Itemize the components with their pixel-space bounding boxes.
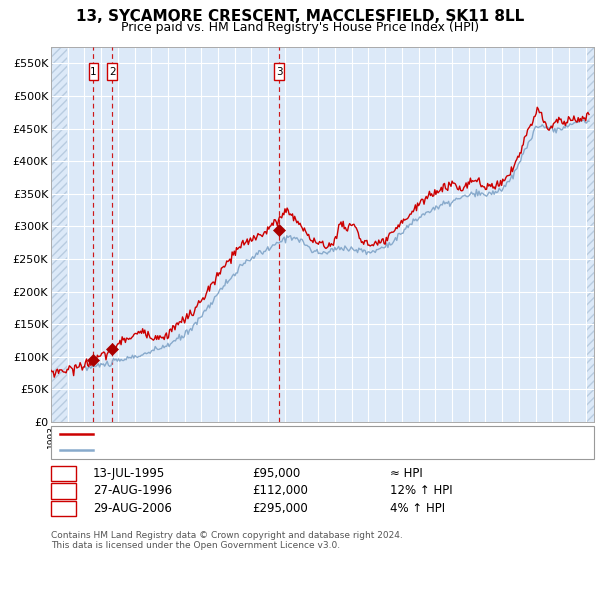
FancyBboxPatch shape bbox=[274, 63, 284, 80]
Text: 13, SYCAMORE CRESCENT, MACCLESFIELD, SK11 8LL (detached house): 13, SYCAMORE CRESCENT, MACCLESFIELD, SK1… bbox=[99, 430, 470, 439]
Text: 3: 3 bbox=[60, 504, 67, 513]
Text: 2: 2 bbox=[60, 486, 67, 496]
Bar bbox=[51, 47, 67, 422]
Text: 2: 2 bbox=[109, 67, 115, 77]
FancyBboxPatch shape bbox=[107, 63, 117, 80]
Bar bbox=[586, 47, 594, 422]
Text: 1: 1 bbox=[60, 468, 67, 478]
Text: 4% ↑ HPI: 4% ↑ HPI bbox=[390, 502, 445, 515]
Text: 12% ↑ HPI: 12% ↑ HPI bbox=[390, 484, 452, 497]
Text: HPI: Average price, detached house, Cheshire East: HPI: Average price, detached house, Ches… bbox=[99, 445, 364, 455]
Text: 13-JUL-1995: 13-JUL-1995 bbox=[93, 467, 165, 480]
Text: ≈ HPI: ≈ HPI bbox=[390, 467, 423, 480]
Text: 13, SYCAMORE CRESCENT, MACCLESFIELD, SK11 8LL: 13, SYCAMORE CRESCENT, MACCLESFIELD, SK1… bbox=[76, 9, 524, 24]
Text: 27-AUG-1996: 27-AUG-1996 bbox=[93, 484, 172, 497]
Text: £295,000: £295,000 bbox=[252, 502, 308, 515]
Text: £95,000: £95,000 bbox=[252, 467, 300, 480]
Text: 1: 1 bbox=[90, 67, 97, 77]
Text: Price paid vs. HM Land Registry's House Price Index (HPI): Price paid vs. HM Land Registry's House … bbox=[121, 21, 479, 34]
Text: £112,000: £112,000 bbox=[252, 484, 308, 497]
FancyBboxPatch shape bbox=[89, 63, 98, 80]
Text: Contains HM Land Registry data © Crown copyright and database right 2024.
This d: Contains HM Land Registry data © Crown c… bbox=[51, 531, 403, 550]
Text: 29-AUG-2006: 29-AUG-2006 bbox=[93, 502, 172, 515]
Text: 3: 3 bbox=[276, 67, 283, 77]
